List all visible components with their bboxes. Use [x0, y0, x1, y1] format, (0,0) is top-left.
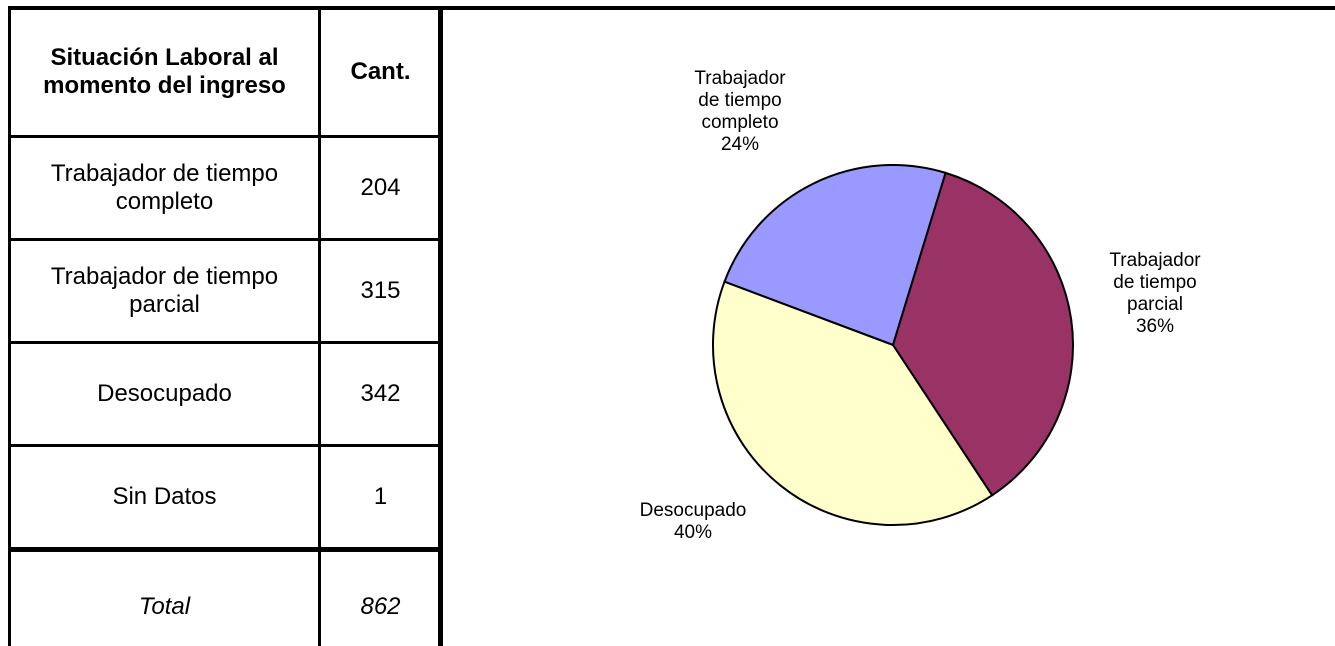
cell: Total [8, 547, 321, 646]
slice-name: Desocupado [639, 500, 747, 521]
cell: 862 [318, 547, 443, 646]
data-table: Situación Laboral al momento del ingreso… [8, 6, 443, 646]
row: Trabajador de tiempo completo 204 [8, 135, 443, 241]
pie-slice [891, 171, 1074, 497]
border-line [8, 6, 1335, 10]
cell: Desocupado [8, 341, 321, 447]
slice-percent: 40% [673, 522, 713, 543]
cell: Sin Datos [8, 444, 321, 551]
pie-slice [712, 280, 994, 526]
slice-label: Trabajador de tiempo parcial 36% [1080, 250, 1230, 338]
pie-slice [723, 164, 947, 347]
slice-percent: 24% [720, 134, 760, 155]
row: Trabajador de tiempo parcial 315 [8, 238, 443, 344]
slice-label: Desocupado 40% [618, 500, 768, 544]
cell: 204 [318, 135, 443, 241]
slice-label: Trabajador de tiempo completo 24% [665, 68, 815, 156]
cell: 1 [318, 444, 443, 551]
header-row: Situación Laboral al momento del ingreso… [8, 6, 443, 138]
cell: Trabajador de tiempo parcial [8, 238, 321, 344]
header-cell: Cant. [318, 6, 443, 138]
cell: 342 [318, 341, 443, 447]
row: Sin Datos 1 [8, 444, 443, 551]
cell: 315 [318, 238, 443, 344]
header-cell: Situación Laboral al momento del ingreso [8, 6, 321, 138]
slice-percent: 36% [1135, 316, 1175, 337]
row: Desocupado 342 [8, 341, 443, 447]
cell: Trabajador de tiempo completo [8, 135, 321, 241]
slice-name: Trabajador de tiempo completo [694, 68, 786, 133]
total-row: Total 862 [8, 547, 443, 646]
border-line [438, 6, 442, 646]
slice-name: Trabajador de tiempo parcial [1109, 250, 1201, 315]
